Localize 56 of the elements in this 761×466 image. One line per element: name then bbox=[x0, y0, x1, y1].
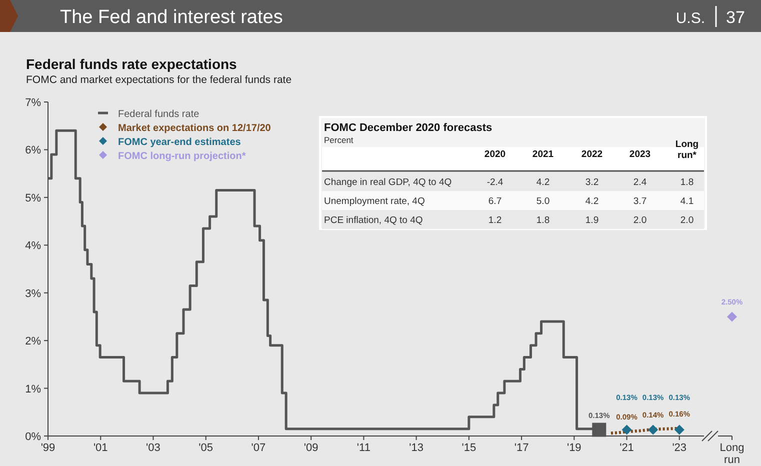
annotation: 2.0 bbox=[633, 215, 647, 226]
annotation: Long run* bbox=[675, 139, 699, 161]
x-tick-label: '01 bbox=[93, 442, 108, 454]
annotation: 2021 bbox=[532, 149, 554, 160]
y-tick-label: 4% bbox=[25, 240, 42, 252]
annotation: 2020 bbox=[484, 149, 506, 160]
annotation: 5.0 bbox=[536, 196, 550, 207]
legend-label: FOMC year-end estimates bbox=[118, 137, 242, 148]
annotation: FOMC December 2020 forecasts bbox=[324, 122, 492, 134]
annotation: Percent bbox=[324, 135, 354, 145]
annotation: 1.2 bbox=[488, 215, 502, 226]
annotation: Change in real GDP, 4Q to 4Q bbox=[324, 177, 452, 188]
x-tick-label: '15 bbox=[462, 442, 476, 454]
annotation: 3.7 bbox=[633, 196, 647, 207]
y-tick-label: 3% bbox=[25, 288, 42, 300]
x-tick-label: '07 bbox=[251, 442, 266, 454]
annotation: 4.1 bbox=[680, 196, 694, 207]
text: 37 bbox=[726, 8, 745, 27]
annotation: 6.7 bbox=[488, 196, 502, 207]
annotation: -2.4 bbox=[486, 177, 504, 188]
y-tick-label: 2% bbox=[25, 336, 42, 348]
y-tick-label: 1% bbox=[25, 383, 42, 396]
y-tick-label: 7% bbox=[25, 97, 42, 109]
x-tick-label: Long run bbox=[720, 442, 744, 466]
x-tick-label: '99 bbox=[40, 442, 56, 454]
text: The Fed and interest rates bbox=[60, 7, 283, 28]
y-tick-label: 0% bbox=[25, 431, 42, 443]
chart-subtitle: FOMC and market expectations for the federal funds rate bbox=[26, 74, 292, 86]
annotation: 4.2 bbox=[536, 177, 550, 188]
legend-label: Market expectations on 12/17/20 bbox=[118, 123, 272, 134]
annotation: 2022 bbox=[581, 149, 603, 160]
annotation: PCE inflation, 4Q to 4Q bbox=[324, 215, 423, 226]
annotation: 1.8 bbox=[680, 177, 694, 188]
x-tick-label: '23 bbox=[672, 442, 687, 454]
y-tick-label: 6% bbox=[25, 144, 42, 157]
legend-label: FOMC long-run projection* bbox=[118, 151, 246, 162]
x-tick-label: '21 bbox=[620, 442, 634, 454]
x-tick-label: '09 bbox=[304, 442, 318, 454]
chart-title: Federal funds rate expectations bbox=[26, 56, 238, 72]
annotation: 1.9 bbox=[585, 215, 599, 226]
x-tick-label: '05 bbox=[198, 442, 214, 454]
annotation: 3.2 bbox=[585, 177, 599, 188]
annotation: Unemployment rate, 4Q bbox=[324, 196, 425, 207]
y-tick-label: 5% bbox=[25, 192, 42, 204]
x-tick-label: '13 bbox=[409, 442, 424, 454]
x-tick-label: '19 bbox=[566, 442, 582, 454]
x-tick-label: '03 bbox=[146, 442, 160, 454]
annotation: 1.8 bbox=[536, 215, 550, 226]
legend-label: Federal funds rate bbox=[118, 109, 200, 120]
annotation: 2023 bbox=[629, 149, 651, 160]
x-tick-label: '17 bbox=[514, 442, 529, 454]
text: U.S. bbox=[676, 10, 705, 27]
annotation: 4.2 bbox=[585, 196, 599, 207]
x-tick-label: '11 bbox=[356, 442, 370, 454]
annotation: 2.0 bbox=[680, 215, 694, 226]
annotation: 2.4 bbox=[633, 177, 647, 188]
